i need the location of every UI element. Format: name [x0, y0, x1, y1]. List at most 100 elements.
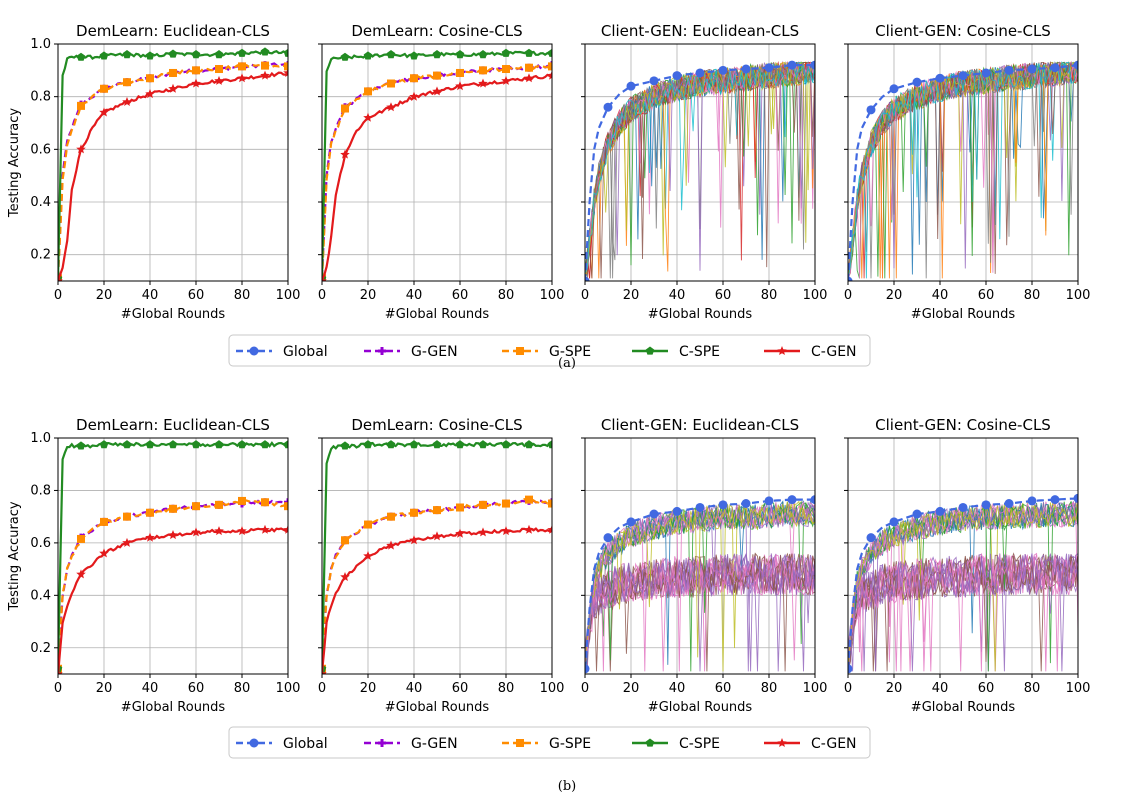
- series-marker-global: [764, 63, 774, 73]
- series-marker-c-spe: [386, 440, 396, 449]
- series-marker-c-spe: [409, 440, 419, 449]
- legend-label: C-SPE: [679, 344, 720, 360]
- series-marker-c-gen: [432, 531, 442, 541]
- x-tick-label: 60: [452, 681, 469, 696]
- series-marker-c-gen: [99, 107, 109, 117]
- series-marker-g-spe: [261, 498, 269, 507]
- chart-panel-b-3: 0 20 40 60 80 100 Client-GEN: Euclidean-CLS #Gl…: [581, 416, 828, 715]
- plot-area: [322, 440, 552, 674]
- legend-marker-g-spe: [516, 347, 524, 355]
- series-marker-c-spe: [237, 440, 247, 449]
- series-marker-global: [764, 496, 774, 506]
- series-marker-c-spe: [478, 440, 488, 449]
- series-marker-global: [981, 68, 991, 78]
- series-marker-c-spe: [455, 440, 465, 449]
- x-tick-label: 80: [234, 681, 251, 696]
- series-line-c-gen: [58, 527, 288, 674]
- series-marker-g-spe: [123, 78, 131, 87]
- x-tick-label: 40: [406, 681, 423, 696]
- series-marker-c-gen: [322, 276, 327, 281]
- series-marker-global: [672, 71, 682, 81]
- x-axis-label: #Global Rounds: [385, 700, 490, 715]
- series-marker-g-spe: [548, 62, 552, 71]
- series-line-c-gen: [322, 73, 552, 281]
- caption-b: (b): [558, 779, 576, 794]
- series-marker-c-spe: [409, 51, 419, 60]
- series-marker-global: [981, 500, 991, 510]
- series-marker-g-spe: [77, 101, 85, 110]
- series-marker-c-spe: [340, 441, 350, 450]
- x-tick-label: 60: [715, 681, 732, 696]
- legend-marker-c-spe: [645, 738, 655, 747]
- legend-label: C-GEN: [811, 736, 857, 752]
- series-marker-c-gen: [501, 75, 511, 85]
- x-tick-label: 0: [54, 681, 62, 696]
- series-line-c-spe: [58, 441, 288, 669]
- series-marker-c-gen: [524, 524, 534, 534]
- y-axis-label: Testing Accuracy: [7, 501, 22, 611]
- series-marker-global: [741, 64, 751, 74]
- series-marker-c-gen: [191, 78, 201, 88]
- series-marker-c-gen: [237, 526, 247, 536]
- series-marker-g-spe: [525, 495, 533, 504]
- series-marker-c-gen: [191, 527, 201, 537]
- legend-a: Global G-GEN G-SPE C-SPE C-GEN: [228, 334, 871, 367]
- series-marker-c-gen: [122, 96, 132, 106]
- x-tick-label: 80: [1024, 288, 1041, 303]
- series-line-g-spe: [58, 498, 288, 669]
- x-tick-label: 0: [54, 288, 62, 303]
- legend-marker-g-spe: [516, 739, 524, 747]
- x-tick-label: 0: [581, 288, 589, 303]
- series-marker-global: [810, 60, 815, 70]
- series-marker-global: [603, 102, 613, 112]
- series-marker-c-spe: [191, 440, 201, 449]
- client-series-line: [585, 62, 815, 274]
- client-series-line: [585, 554, 815, 672]
- series-marker-g-spe: [192, 502, 200, 511]
- series-marker-global: [787, 60, 797, 70]
- client-series-line: [585, 554, 815, 672]
- legend-box: [228, 334, 871, 367]
- series-marker-c-spe: [76, 441, 86, 450]
- plot-area: [58, 47, 288, 281]
- series-marker-global: [1073, 493, 1078, 503]
- series-marker-g-spe: [341, 104, 349, 113]
- x-tick-label: 100: [1066, 288, 1091, 303]
- chart-panel-a-4: 0 20 40 60 80 100 Client-GEN: Cosine-CLS #Globa…: [844, 22, 1091, 322]
- series-marker-c-gen: [409, 91, 419, 101]
- x-axis-label: #Global Rounds: [385, 307, 490, 322]
- client-series-line: [848, 552, 1078, 672]
- axes-frame: [321, 43, 553, 282]
- client-series-line: [585, 554, 815, 653]
- series-marker-c-spe: [501, 48, 511, 57]
- series-marker-g-spe: [238, 62, 246, 71]
- legend-label: C-GEN: [811, 344, 857, 360]
- x-tick-label: 100: [1066, 681, 1091, 696]
- series-marker-global: [848, 664, 853, 674]
- x-tick-label: 80: [234, 288, 251, 303]
- series-marker-global: [1027, 496, 1037, 506]
- client-series-line: [848, 501, 1078, 672]
- chart-title: DemLearn: Euclidean-CLS: [76, 22, 270, 40]
- series-marker-c-spe: [340, 52, 350, 61]
- series-marker-c-spe: [432, 440, 442, 449]
- series-marker-c-gen: [214, 75, 224, 85]
- caption-a: (a): [558, 356, 576, 371]
- series-marker-global: [810, 495, 815, 505]
- x-axis-label: #Global Rounds: [911, 700, 1016, 715]
- series-marker-g-spe: [123, 512, 131, 521]
- legend-marker-c-gen: [777, 346, 787, 355]
- client-series-line: [848, 552, 1078, 672]
- series-marker-c-spe: [191, 50, 201, 59]
- axes-frame: [321, 437, 553, 675]
- series-marker-c-spe: [99, 51, 109, 60]
- chart-panel-b-2: 0 20 40 60 80 100 DemLearn: Cosine-CLS #Global …: [318, 416, 565, 715]
- series-marker-global: [958, 71, 968, 81]
- series-line-g-spe: [322, 497, 552, 668]
- series-marker-g-spe: [341, 536, 349, 545]
- legend-b: Global G-GEN G-SPE C-SPE C-GEN: [228, 726, 871, 759]
- x-axis-label: #Global Rounds: [648, 700, 753, 715]
- series-marker-g-spe: [146, 74, 154, 83]
- series-marker-g-spe: [502, 499, 510, 508]
- x-tick-label: 20: [623, 288, 640, 303]
